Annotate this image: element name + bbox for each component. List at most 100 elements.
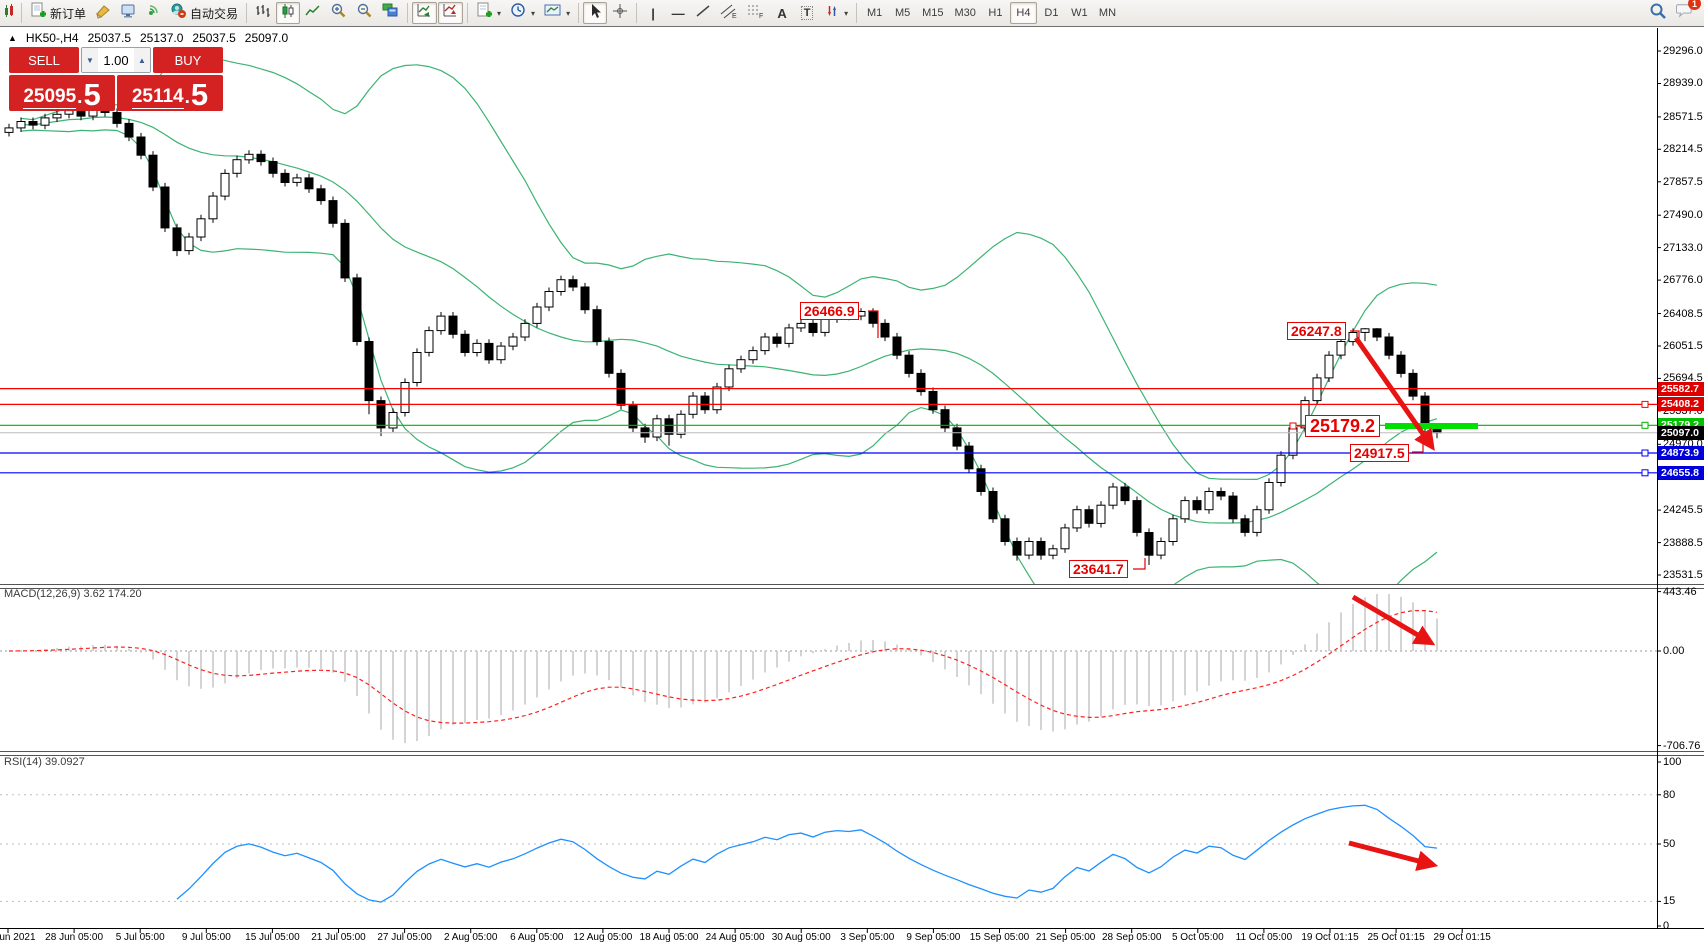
- annotations-layer[interactable]: [868, 310, 1478, 872]
- channel-tool-button[interactable]: E: [716, 2, 742, 24]
- date-axis-label: 9 Sep 05:00: [906, 932, 961, 943]
- insert-indicator-button[interactable]: ▾: [472, 2, 505, 24]
- zoom-out-button[interactable]: [352, 2, 377, 24]
- volume-decrease-button[interactable]: ▼: [82, 48, 98, 72]
- horizontal-lines-layer[interactable]: [0, 388, 1657, 477]
- text-tool-icon: A: [777, 5, 787, 21]
- price-axis-label: 27857.5: [1663, 175, 1703, 188]
- price-axis-label: 28214.5: [1663, 143, 1703, 156]
- chat-badge: 1: [1688, 0, 1701, 10]
- buy-button[interactable]: BUY: [153, 47, 223, 73]
- candlestick-chart-button[interactable]: [276, 2, 301, 24]
- horizontal-line-tool-button[interactable]: —: [666, 2, 690, 24]
- sell-price-dot: .: [77, 87, 83, 108]
- signals-icon: [145, 3, 161, 24]
- timeframe-button-m1[interactable]: M1: [866, 7, 883, 19]
- price-tag: 25097.0: [1658, 425, 1704, 440]
- volume-increase-button[interactable]: ▲: [134, 48, 150, 72]
- new-order-button[interactable]: 新订单: [26, 2, 90, 24]
- label-tool-button[interactable]: T: [795, 2, 819, 24]
- trend-arrow: [1351, 594, 1436, 646]
- trend-arrow: [1348, 840, 1439, 872]
- date-axis-label: 25 Oct 01:15: [1367, 932, 1425, 943]
- date-axis-label: 29 Oct 01:15: [1433, 932, 1491, 943]
- bar-chart-button[interactable]: [251, 2, 275, 24]
- channel-letter: E: [732, 13, 737, 19]
- dropdown-caret-icon: ▾: [497, 8, 502, 18]
- separator: [467, 3, 469, 23]
- price-tag: 25408.2: [1658, 397, 1704, 412]
- separator: [856, 3, 858, 23]
- ohlc-open: 25037.5: [87, 31, 131, 45]
- price-callout[interactable]: 26466.9: [800, 302, 859, 320]
- price-axis-label: 24245.5: [1663, 504, 1703, 517]
- price-axis-label: 25694.5: [1663, 372, 1703, 385]
- date-axis-label: 21 Sep 05:00: [1035, 932, 1096, 943]
- price-callout[interactable]: 26247.8: [1287, 322, 1346, 340]
- one-click-trading-panel: SELL ▼ ▲ BUY 25095.5 25114.5: [9, 47, 223, 111]
- text-tool-button[interactable]: A: [770, 2, 794, 24]
- macd-layer: [0, 593, 1657, 744]
- separator: [407, 3, 409, 23]
- date-axis-label: 15 Sep 05:00: [969, 932, 1030, 943]
- terminal-button[interactable]: [116, 2, 140, 24]
- indicator-window-button-1[interactable]: [412, 2, 438, 24]
- panel-divider-macd-rsi[interactable]: [0, 751, 1704, 756]
- buy-price-button[interactable]: 25114. 5: [117, 75, 223, 111]
- ohlc-low: 25037.5: [192, 31, 236, 45]
- macd-axis-label: 443.46: [1663, 585, 1697, 598]
- panel-divider-main-macd[interactable]: [0, 584, 1704, 589]
- highlighter-button[interactable]: [91, 2, 115, 24]
- chat-button[interactable]: 1: [1675, 0, 1701, 24]
- sell-price-button[interactable]: 25095. 5: [9, 75, 115, 111]
- indicator-window-button-2[interactable]: [438, 2, 464, 24]
- date-axis-label: 3 Sep 05:00: [840, 932, 895, 943]
- template-icon: [544, 2, 562, 24]
- indicator-window-icon-1: [416, 2, 433, 24]
- clock-icon: [510, 2, 527, 24]
- separator: [578, 3, 580, 23]
- timeframe-button-m30[interactable]: M30: [954, 7, 976, 19]
- zoom-in-button[interactable]: [326, 2, 351, 24]
- dropdown-caret-icon: ▾: [531, 8, 536, 18]
- tile-windows-button[interactable]: [378, 2, 403, 24]
- line-chart-button[interactable]: [301, 2, 325, 24]
- vertical-line-tool-button[interactable]: |: [641, 2, 665, 24]
- timeframe-button-mn[interactable]: MN: [1098, 7, 1117, 19]
- date-axis-label: 5 Jul 05:00: [115, 932, 165, 943]
- timeframe-button-h4[interactable]: H4: [1009, 2, 1037, 24]
- cursor-tool-button[interactable]: [583, 2, 608, 24]
- arrows-tool-button[interactable]: ▾: [820, 2, 852, 24]
- date-axis-label: 28 Sep 05:00: [1101, 932, 1162, 943]
- ohlc-high: 25137.0: [140, 31, 184, 45]
- signals-button[interactable]: [141, 2, 165, 24]
- trendline-tool-button[interactable]: [691, 2, 715, 24]
- symbol-period-label: HK50-,H4: [25, 31, 79, 45]
- indicator-window-icon-2: [442, 2, 459, 24]
- date-axis-label: 15 Jul 05:00: [245, 932, 300, 943]
- price-callout[interactable]: 24917.5: [1350, 444, 1409, 462]
- fibonacci-tool-button[interactable]: F: [743, 2, 769, 24]
- price-callout[interactable]: 25179.2: [1305, 415, 1381, 437]
- crosshair-tool-button[interactable]: [608, 2, 632, 24]
- price-callout[interactable]: 23641.7: [1069, 560, 1128, 578]
- date-axis-border: [0, 928, 1704, 929]
- candlestick-chart-icon: [280, 3, 296, 24]
- search-icon[interactable]: [1649, 2, 1667, 25]
- timeframe-button-m15[interactable]: M15: [922, 7, 944, 19]
- timeframe-button-w1[interactable]: W1: [1071, 7, 1088, 19]
- volume-input[interactable]: [98, 48, 134, 72]
- autotrading-button[interactable]: 自动交易: [166, 2, 242, 24]
- timeframe-button-d1[interactable]: D1: [1044, 7, 1059, 19]
- sell-button[interactable]: SELL: [9, 47, 79, 73]
- timeframe-button-h1[interactable]: H1: [988, 7, 1003, 19]
- autotrading-icon: [170, 2, 187, 24]
- template-menu-button[interactable]: ▾: [540, 2, 574, 24]
- period-menu-button[interactable]: ▾: [506, 2, 539, 24]
- price-tag: 24655.8: [1658, 465, 1704, 480]
- timeframe-button-m5[interactable]: M5: [894, 7, 911, 19]
- highlighter-icon: [95, 3, 111, 24]
- buy-price-frac: 5: [190, 77, 209, 112]
- one-click-collapse-icon[interactable]: ▲: [8, 33, 17, 43]
